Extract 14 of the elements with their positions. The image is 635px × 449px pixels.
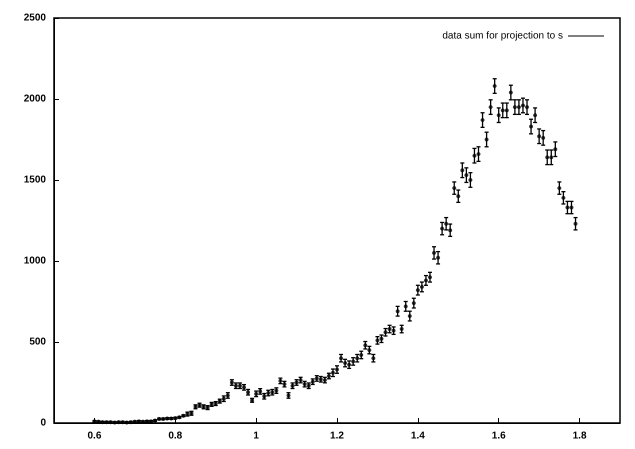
- y-tick-label: 1500: [24, 174, 46, 186]
- legend-label: data sum for projection to s: [442, 30, 563, 42]
- x-tick-label: 1.4: [410, 430, 426, 442]
- y-tick-label: 500: [29, 336, 46, 348]
- x-tick-label: 0.8: [168, 430, 183, 442]
- x-tick-label: 1.8: [572, 430, 587, 442]
- x-tick-label: 0.6: [87, 430, 102, 442]
- x-tick-label: 1.6: [492, 430, 506, 442]
- y-tick-label: 2000: [24, 94, 46, 104]
- y-tick-label: 2500: [24, 12, 46, 24]
- x-tick-label: 1: [253, 430, 260, 442]
- x-tick-label: 1.2: [330, 430, 344, 442]
- y-tick-label: 1000: [24, 256, 46, 266]
- y-tick-label: 0: [40, 418, 46, 428]
